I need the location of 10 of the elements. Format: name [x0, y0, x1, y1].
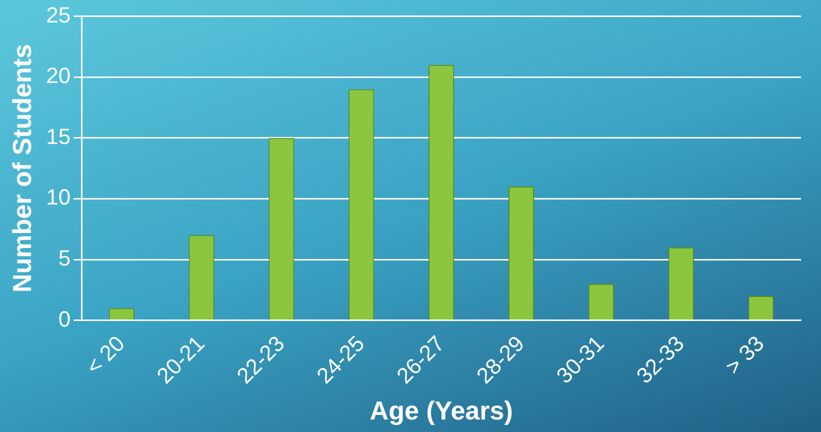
y-tick-label: 10 — [46, 184, 71, 210]
y-tick-label: 20 — [46, 63, 71, 88]
x-tick-label: < 20 — [81, 330, 130, 380]
y-tick-label: 15 — [46, 124, 71, 149]
x-axis-title: Age (Years) — [370, 396, 513, 426]
y-tick-label: 0 — [58, 306, 71, 332]
x-tick-label: > 33 — [720, 330, 769, 380]
y-tick-label: 25 — [46, 2, 71, 28]
y-tick-label: 5 — [58, 246, 71, 271]
y-axis-title: Number of Students — [6, 44, 37, 292]
